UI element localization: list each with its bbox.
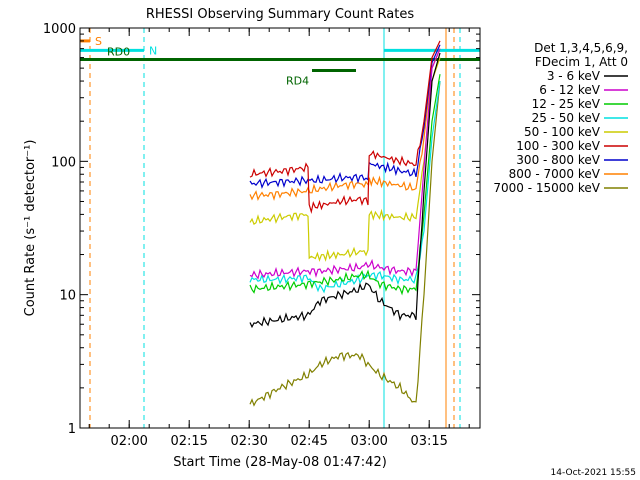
series-line <box>249 81 441 407</box>
y-tick-label: 1000 <box>43 22 76 37</box>
chart-title: RHESSI Observing Summary Count Rates <box>146 7 415 22</box>
x-tick-label: 03:00 <box>350 434 387 449</box>
plot-area: N S RD0 RD4 <box>80 28 480 428</box>
state-bar-label: S <box>95 35 102 48</box>
state-bar-label: N <box>149 44 157 57</box>
x-tick-label: 02:30 <box>230 434 267 449</box>
y-tick-label: 10 <box>59 289 76 304</box>
x-axis: 02:00 02:15 02:30 02:45 03:00 03:15 <box>88 28 470 449</box>
legend-label: 50 - 100 keV <box>524 125 601 139</box>
timestamp: 14-Oct-2021 15:55 <box>551 468 636 478</box>
x-axis-label: Start Time (28-May-08 01:47:42) <box>173 455 387 470</box>
x-tick-label: 02:15 <box>170 434 207 449</box>
y-tick-label: 100 <box>51 155 76 170</box>
legend-label: 12 - 25 keV <box>532 97 601 111</box>
legend-header-line-1: Det 1,3,4,5,6,9, <box>534 41 628 55</box>
x-tick-label: 02:00 <box>110 434 147 449</box>
attenuator-bar-label: RD0 <box>107 46 130 59</box>
legend-label: 6 - 12 keV <box>539 83 601 97</box>
series-line <box>249 74 441 296</box>
series-line <box>249 44 441 189</box>
legend-label: 100 - 300 keV <box>516 139 600 153</box>
series-line <box>249 40 441 215</box>
legend: Det 1,3,4,5,6,9, FDecim 1, Att 0 3 - 6 k… <box>493 41 628 195</box>
series-line <box>249 52 441 329</box>
y-axis: 1 10 100 1000 <box>43 22 480 437</box>
legend-label: 25 - 50 keV <box>532 111 601 125</box>
legend-header-line-2: FDecim 1, Att 0 <box>535 55 628 69</box>
plot-frame <box>79 27 481 429</box>
series-line <box>249 48 441 201</box>
legend-label: 300 - 800 keV <box>516 153 600 167</box>
x-tick-label: 02:45 <box>290 434 327 449</box>
series-line <box>249 48 441 280</box>
y-tick-label: 1 <box>68 422 76 437</box>
attenuator-bar-label: RD4 <box>286 75 309 88</box>
legend-label: 7000 - 15000 keV <box>493 181 600 195</box>
y-axis-label: Count Rate (s⁻¹ detector⁻¹) <box>23 140 38 317</box>
x-tick-label: 03:15 <box>410 434 447 449</box>
series-line <box>249 81 441 294</box>
legend-label: 3 - 6 keV <box>547 69 601 83</box>
series-line <box>249 57 441 262</box>
legend-label: 800 - 7000 keV <box>509 167 601 181</box>
